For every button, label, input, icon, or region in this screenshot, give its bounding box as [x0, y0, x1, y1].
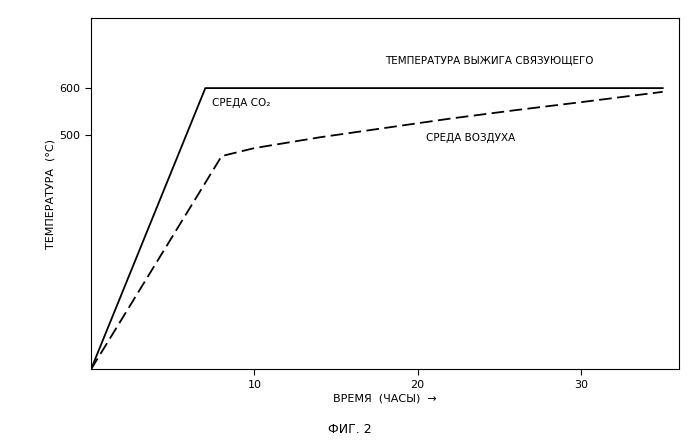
X-axis label: ВРЕМЯ  (ЧАСЫ)  →: ВРЕМЯ (ЧАСЫ) →	[333, 394, 437, 404]
Text: ФИГ. 2: ФИГ. 2	[328, 423, 372, 436]
Y-axis label: ТЕМПЕРАТУРА  (°С): ТЕМПЕРАТУРА (°С)	[46, 138, 55, 249]
Text: СРЕДА CO₂: СРЕДА CO₂	[212, 97, 270, 108]
Text: СРЕДА ВОЗДУХА: СРЕДА ВОЗДУХА	[426, 133, 515, 143]
Text: ТЕМПЕРАТУРА ВЫЖИГА СВЯЗУЮЩЕГО: ТЕМПЕРАТУРА ВЫЖИГА СВЯЗУЮЩЕГО	[385, 55, 594, 65]
